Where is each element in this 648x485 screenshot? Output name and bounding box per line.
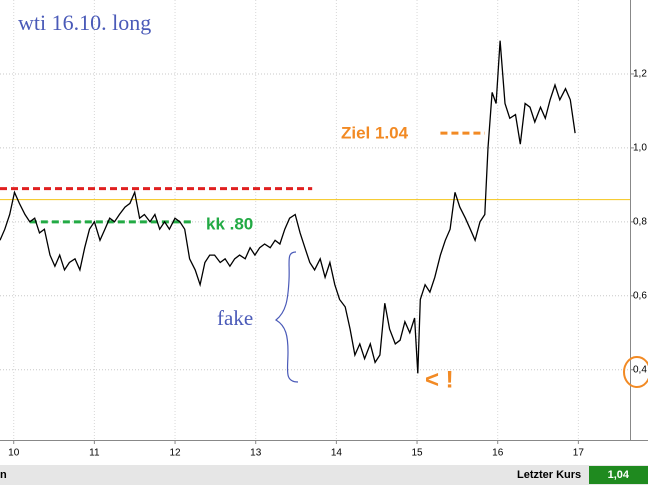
highlight-circle bbox=[623, 356, 648, 388]
y-tick-label: 0,8 bbox=[633, 216, 647, 227]
y-tick-label: 1,2 bbox=[633, 69, 647, 80]
y-tick-label: 0,4 bbox=[633, 364, 647, 375]
grid bbox=[0, 0, 630, 440]
x-tick-label: 12 bbox=[169, 448, 181, 459]
x-tick-label: 14 bbox=[331, 448, 343, 459]
price-line bbox=[0, 40, 576, 374]
plot bbox=[0, 40, 576, 374]
x-tick-label: 17 bbox=[573, 448, 585, 459]
footer bbox=[0, 465, 648, 485]
x-tick-label: 16 bbox=[492, 448, 504, 459]
x-tick-label: 11 bbox=[89, 448, 100, 459]
chart-title: wti 16.10. long bbox=[18, 10, 151, 35]
footer-text: n bbox=[0, 469, 7, 481]
last-price: 1,04 bbox=[608, 469, 630, 481]
y-tick-label: 0,6 bbox=[633, 290, 647, 301]
brace bbox=[274, 251, 299, 383]
annotation: kk .80 bbox=[206, 214, 253, 233]
x-tick-label: 13 bbox=[250, 448, 262, 459]
annotation: Ziel 1.04 bbox=[341, 123, 409, 142]
y-tick-label: 1,0 bbox=[633, 143, 647, 154]
footer-label: Letzter Kurs bbox=[517, 469, 581, 481]
x-tick-label: 10 bbox=[8, 448, 20, 459]
annotation: fake bbox=[217, 306, 253, 330]
last-price-box bbox=[589, 466, 648, 484]
axes: 0,4 0,6 0,8 1,0 1,2 10 11 12 13 14 15 16 17 bbox=[8, 69, 647, 459]
x-tick-label: 15 bbox=[411, 448, 423, 459]
annotation: < ! bbox=[425, 366, 454, 393]
